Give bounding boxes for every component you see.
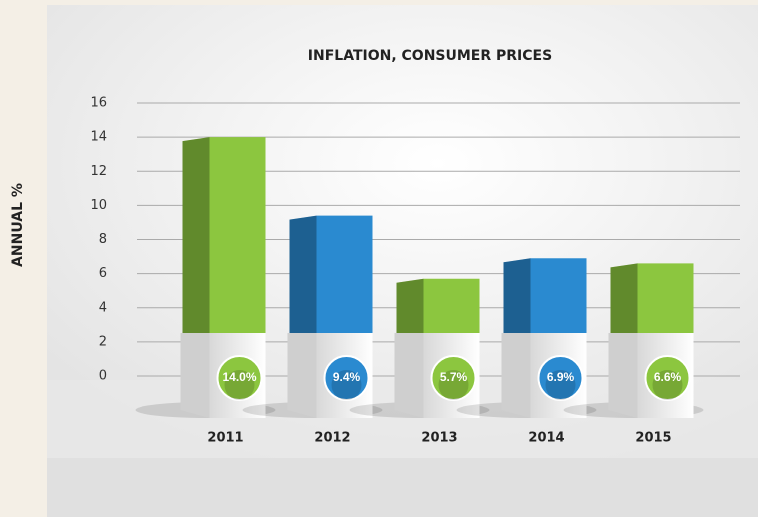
value-label: 5.7% bbox=[440, 370, 468, 384]
value-label: 9.4% bbox=[333, 370, 361, 384]
value-badge-shade bbox=[652, 370, 683, 400]
bar-side-shade bbox=[182, 137, 210, 376]
x-tick-label: 2014 bbox=[528, 431, 564, 446]
pedestal-side bbox=[287, 333, 317, 418]
x-tick-label: 2011 bbox=[207, 431, 243, 446]
x-tick-label: 2012 bbox=[314, 431, 350, 446]
y-tick-label: 6 bbox=[99, 266, 107, 281]
value-badge bbox=[216, 355, 263, 401]
x-tick-label: 2013 bbox=[421, 431, 457, 446]
chart-title: INFLATION, CONSUMER PRICES bbox=[308, 48, 552, 64]
y-tick-label: 4 bbox=[99, 300, 107, 315]
y-tick-label: 16 bbox=[90, 96, 107, 111]
value-badge-shade bbox=[545, 370, 576, 400]
pedestal-side bbox=[180, 333, 210, 418]
y-tick-label: 12 bbox=[90, 164, 107, 179]
y-tick-label: 14 bbox=[90, 130, 107, 145]
value-badge bbox=[430, 355, 477, 401]
value-badge bbox=[323, 355, 370, 401]
bar-side bbox=[182, 137, 210, 376]
value-badge bbox=[644, 355, 691, 401]
value-label: 6.6% bbox=[654, 370, 682, 384]
value-badge bbox=[537, 355, 584, 401]
x-tick-label: 2015 bbox=[635, 431, 671, 446]
value-badge-shade bbox=[438, 370, 469, 400]
pedestal-side bbox=[608, 333, 638, 418]
pedestal-side bbox=[501, 333, 531, 418]
y-tick-label: 10 bbox=[90, 198, 107, 213]
y-tick-label: 8 bbox=[99, 232, 107, 247]
pedestal-side bbox=[394, 333, 424, 418]
value-label: 6.9% bbox=[547, 370, 575, 384]
value-badge-shade bbox=[331, 370, 362, 400]
y-axis-label: ANNUAL % bbox=[10, 183, 26, 267]
value-badge-shade bbox=[224, 370, 255, 400]
footer-band bbox=[47, 458, 758, 517]
y-tick-label: 0 bbox=[99, 369, 107, 384]
value-label: 14.0% bbox=[222, 370, 256, 384]
y-tick-label: 2 bbox=[99, 334, 107, 349]
